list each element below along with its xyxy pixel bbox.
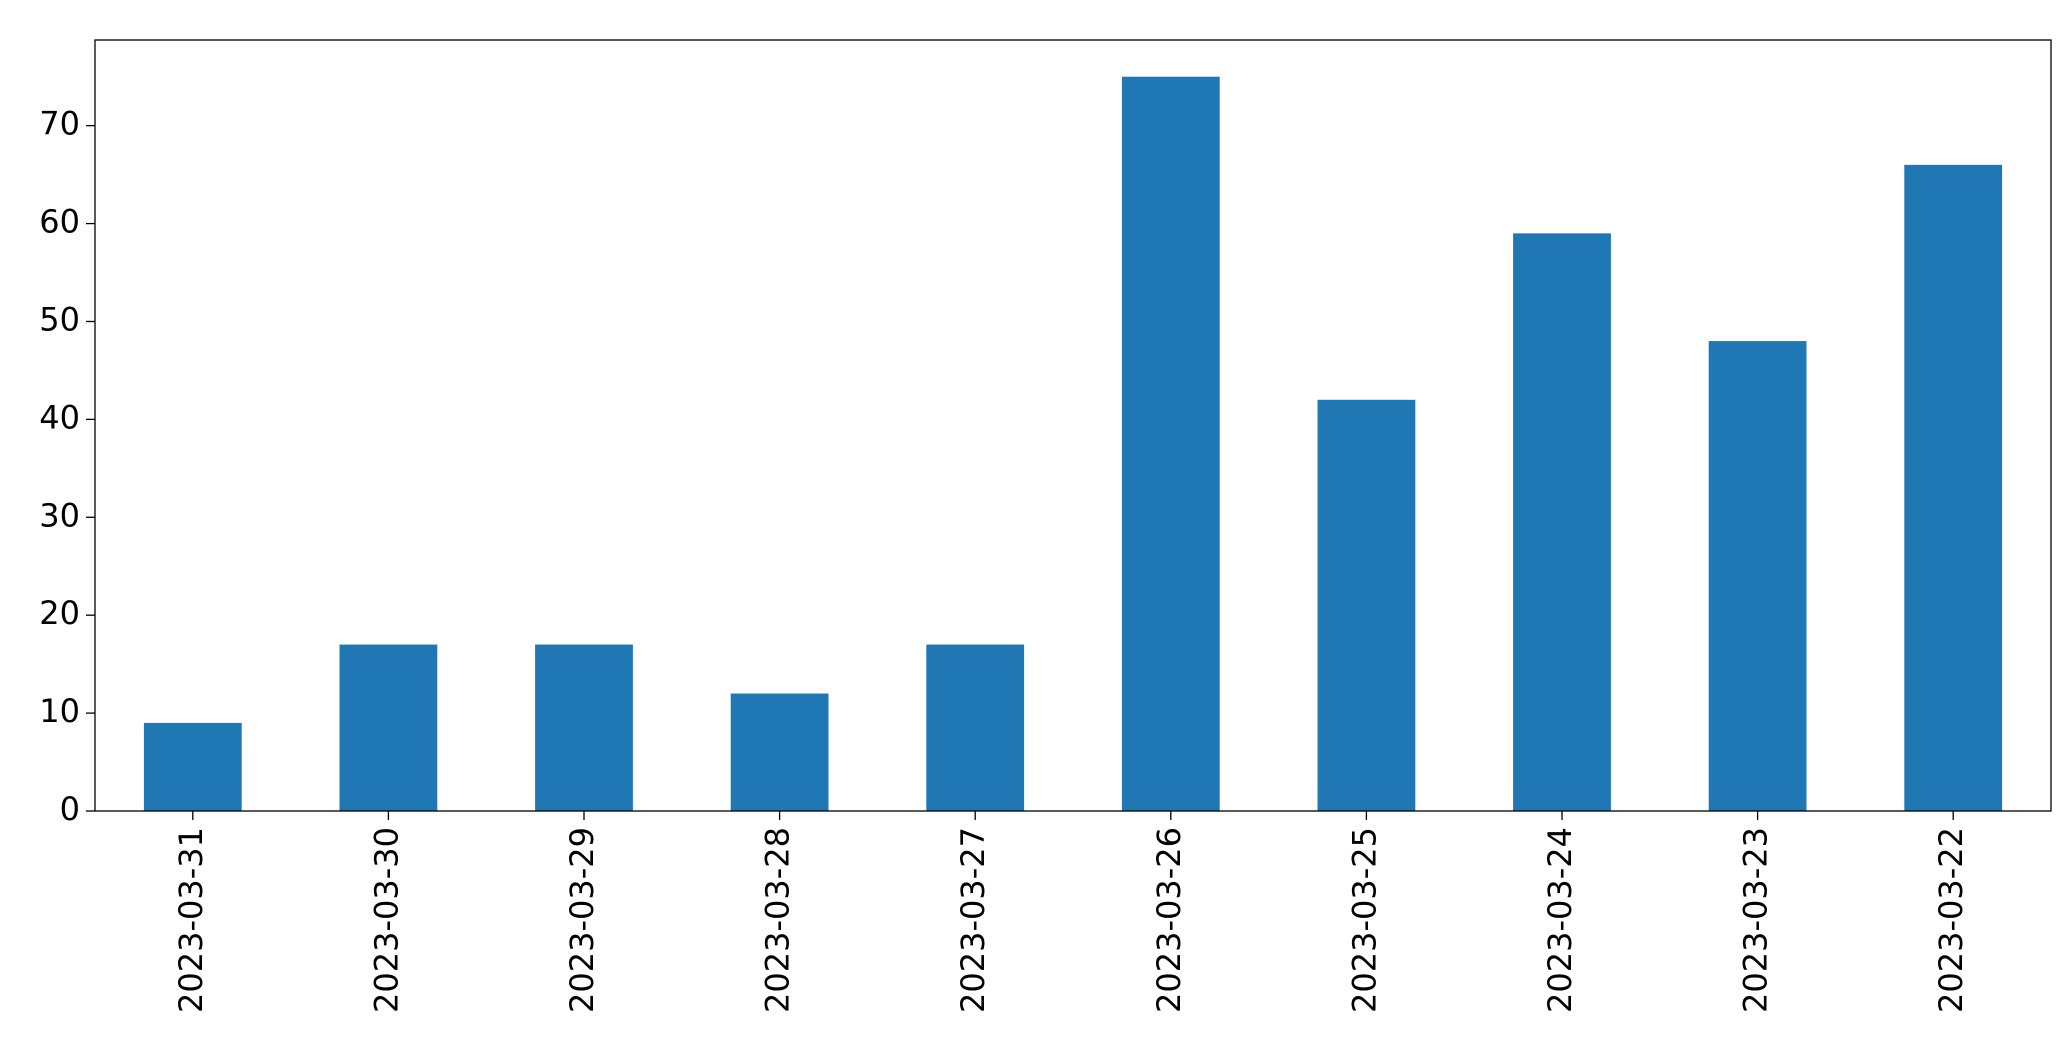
x-tick-label: 2023-03-31 [172,827,210,1013]
bar [535,644,633,811]
y-tick-label: 70 [39,105,80,143]
x-tick-label: 2023-03-25 [1345,827,1383,1013]
x-tick-label: 2023-03-27 [954,827,992,1013]
x-tick-label: 2023-03-30 [367,827,405,1013]
y-tick-label: 30 [39,496,80,534]
bar [1904,164,2003,812]
x-tick-label: 2023-03-29 [563,827,601,1013]
bar [1317,399,1416,811]
bar [730,693,829,811]
x-tick-label: 2023-03-28 [759,827,797,1013]
bar [926,644,1025,811]
bar [143,722,242,811]
x-tick-label: 2023-03-22 [1932,827,1970,1013]
x-tick-label: 2023-03-24 [1541,827,1579,1013]
y-tick-label: 40 [39,398,80,436]
y-tick-label: 0 [60,790,80,828]
bar [1121,76,1220,811]
bar [1708,341,1807,811]
bar [339,644,438,811]
x-tick-label: 2023-03-23 [1737,827,1775,1013]
y-tick-label: 50 [39,300,80,338]
y-tick-label: 10 [39,692,80,730]
x-tick-label: 2023-03-26 [1150,827,1188,1013]
axes-frame [94,39,2052,812]
y-tick-label: 60 [39,203,80,241]
y-tick-label: 20 [39,594,80,632]
bar [1513,233,1611,811]
